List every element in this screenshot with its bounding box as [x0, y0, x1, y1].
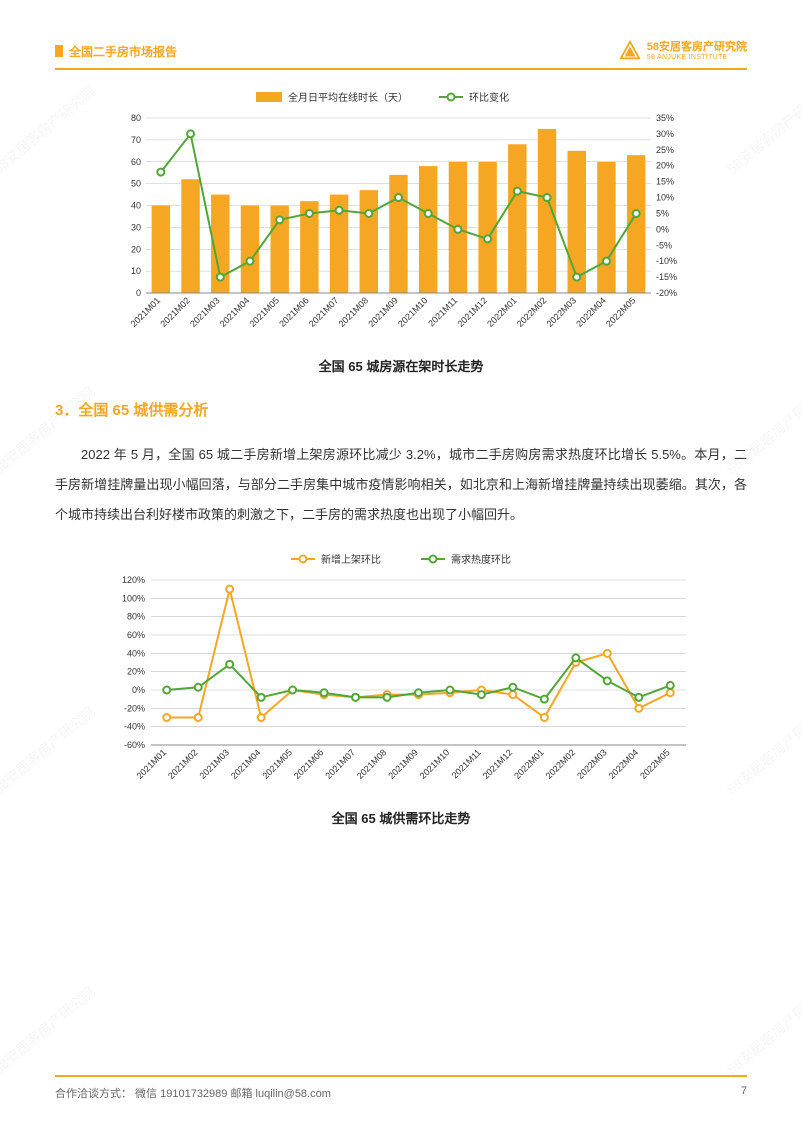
svg-text:10%: 10%	[656, 193, 674, 203]
svg-text:80%: 80%	[127, 611, 145, 621]
svg-text:需求热度环比: 需求热度环比	[451, 553, 511, 566]
svg-text:2021M08: 2021M08	[355, 747, 389, 781]
section-paragraph: 2022 年 5 月，全国 65 城二手房新增上架房源环比减少 3.2%，城市二…	[55, 440, 747, 530]
svg-text:2021M05: 2021M05	[247, 295, 281, 329]
svg-text:-15%: -15%	[656, 272, 677, 282]
svg-text:新增上架环比: 新增上架环比	[321, 553, 381, 566]
brand-sub: 58 ANJUKE INSTITUTE	[647, 54, 747, 61]
svg-text:2021M02: 2021M02	[166, 747, 200, 781]
svg-text:2021M03: 2021M03	[197, 747, 231, 781]
svg-text:2022M02: 2022M02	[544, 747, 578, 781]
watermark: 58安居客房产研究院	[723, 701, 802, 798]
svg-text:70: 70	[131, 135, 141, 145]
svg-text:-20%: -20%	[124, 703, 145, 713]
svg-text:100%: 100%	[122, 593, 145, 603]
header-title: 全国二手房市场报告	[55, 43, 177, 60]
svg-text:2021M07: 2021M07	[323, 747, 357, 781]
svg-text:2021M04: 2021M04	[229, 747, 263, 781]
svg-text:0: 0	[136, 288, 141, 298]
footer-contact: 合作洽谈方式： 微信 19101732989 邮箱 luqilin@58.com	[55, 1085, 331, 1101]
svg-text:60%: 60%	[127, 630, 145, 640]
svg-text:2021M09: 2021M09	[386, 747, 420, 781]
svg-text:2022M04: 2022M04	[574, 295, 608, 329]
svg-text:2021M06: 2021M06	[277, 295, 311, 329]
svg-text:30: 30	[131, 222, 141, 232]
svg-text:50: 50	[131, 179, 141, 189]
svg-text:2021M10: 2021M10	[396, 295, 430, 329]
svg-text:30%: 30%	[656, 129, 674, 139]
svg-text:2022M03: 2022M03	[575, 747, 609, 781]
svg-text:2021M01: 2021M01	[129, 295, 163, 329]
svg-text:-60%: -60%	[124, 740, 145, 750]
svg-text:35%: 35%	[656, 113, 674, 123]
svg-text:5%: 5%	[656, 208, 669, 218]
watermark: 58安居客房产研究院	[0, 701, 99, 798]
svg-text:2022M04: 2022M04	[607, 747, 641, 781]
svg-text:2021M08: 2021M08	[337, 295, 371, 329]
svg-text:2021M04: 2021M04	[218, 295, 252, 329]
svg-text:2021M06: 2021M06	[292, 747, 326, 781]
svg-text:2021M03: 2021M03	[188, 295, 222, 329]
svg-text:2021M12: 2021M12	[455, 295, 489, 329]
brand-name: 58安居客房产研究院	[647, 41, 747, 53]
svg-text:60: 60	[131, 157, 141, 167]
svg-text:25%: 25%	[656, 145, 674, 155]
svg-text:2022M01: 2022M01	[485, 295, 519, 329]
svg-text:20%: 20%	[127, 666, 145, 676]
svg-text:2022M05: 2022M05	[638, 747, 672, 781]
svg-text:20: 20	[131, 244, 141, 254]
watermark: 58安居客房产研究院	[0, 81, 99, 178]
chart2-title: 全国 65 城供需环比走势	[55, 808, 747, 827]
page-root: 58安居客房产研究院 58安居客房产研究院 58安居客房产研究院 58安居客房产…	[0, 0, 802, 1133]
svg-text:40%: 40%	[127, 648, 145, 658]
svg-text:-20%: -20%	[656, 288, 677, 298]
svg-text:20%: 20%	[656, 161, 674, 171]
footer-page-number: 7	[741, 1085, 747, 1101]
svg-text:2022M05: 2022M05	[604, 295, 638, 329]
svg-text:0%: 0%	[132, 685, 145, 695]
chart1-container: 全月日平均在线时长（天） 环比变化 0 10 20 30 40 50 60 70 80 -20% -15…	[101, 88, 701, 348]
svg-text:全月日平均在线时长（天）: 全月日平均在线时长（天）	[288, 91, 408, 104]
svg-text:2022M02: 2022M02	[515, 295, 549, 329]
section-heading: 3．全国 65 城供需分析	[55, 399, 747, 420]
svg-text:2021M11: 2021M11	[426, 295, 459, 328]
svg-text:15%: 15%	[656, 177, 674, 187]
svg-text:-5%: -5%	[656, 240, 672, 250]
svg-text:2021M05: 2021M05	[260, 747, 294, 781]
svg-text:2021M12: 2021M12	[481, 747, 515, 781]
svg-text:0%: 0%	[656, 224, 669, 234]
header-brand: 58安居客房产研究院 58 ANJUKE INSTITUTE	[619, 40, 747, 62]
svg-text:环比变化: 环比变化	[469, 91, 509, 104]
chart1: 全月日平均在线时长（天） 环比变化 0 10 20 30 40 50 60 70 80 -20% -15…	[101, 88, 701, 348]
svg-text:2021M01: 2021M01	[135, 747, 169, 781]
svg-text:2022M03: 2022M03	[545, 295, 579, 329]
svg-text:2021M11: 2021M11	[450, 747, 483, 780]
svg-text:2021M10: 2021M10	[418, 747, 452, 781]
page-footer: 合作洽谈方式： 微信 19101732989 邮箱 luqilin@58.com…	[55, 1075, 747, 1101]
svg-text:2021M02: 2021M02	[158, 295, 192, 329]
chart1-title: 全国 65 城房源在架时长走势	[55, 356, 747, 375]
svg-text:-10%: -10%	[656, 256, 677, 266]
svg-text:10: 10	[131, 266, 141, 276]
svg-text:120%: 120%	[122, 575, 145, 585]
watermark: 58安居客房产研究院	[0, 981, 99, 1078]
svg-text:80: 80	[131, 113, 141, 123]
svg-text:-40%: -40%	[124, 721, 145, 731]
svg-text:2022M01: 2022M01	[512, 747, 546, 781]
svg-text:2021M07: 2021M07	[307, 295, 341, 329]
chart2-container: 新增上架环比 需求热度环比 -60% -40% -20% 0% 20% 40% 60% 80% 10…	[101, 550, 701, 800]
svg-text:40: 40	[131, 201, 141, 211]
page-header: 全国二手房市场报告 58安居客房产研究院 58 ANJUKE INSTITUTE	[55, 40, 747, 70]
watermark: 58安居客房产研究院	[723, 81, 802, 178]
watermark: 58安居客房产研究院	[723, 981, 802, 1078]
svg-text:2021M09: 2021M09	[366, 295, 400, 329]
brand-logo-icon	[619, 40, 641, 62]
chart2: 新增上架环比 需求热度环比 -60% -40% -20% 0% 20% 40% 60% 80% 10…	[101, 550, 701, 800]
